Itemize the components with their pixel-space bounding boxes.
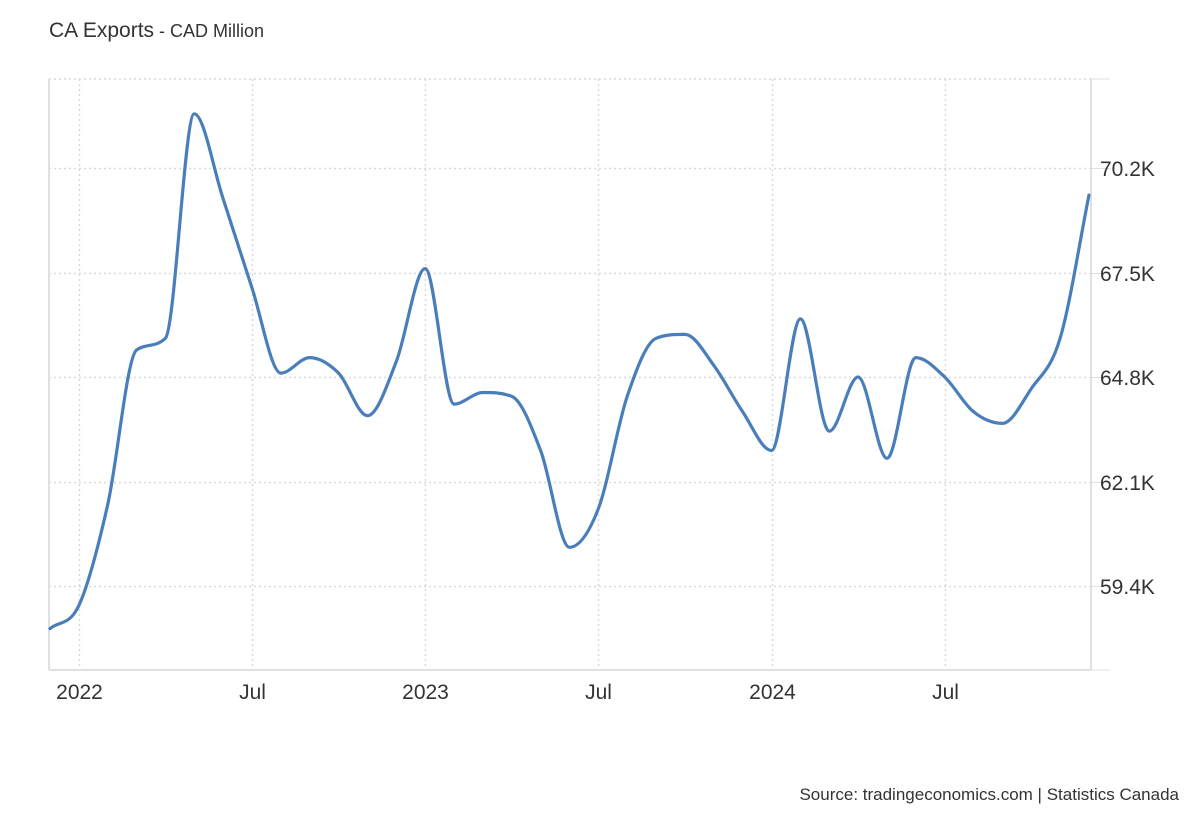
chart-title-separator: -: [154, 21, 171, 41]
chart-axes: [48, 78, 1110, 671]
x-axis-label: Jul: [239, 681, 266, 704]
chart-title-text: CA Exports: [49, 19, 155, 42]
y-axis-labels: 59.4K 62.1K 64.8K 67.5K 70.2K: [1100, 158, 1155, 599]
y-axis-label: 62.1K: [1100, 472, 1155, 495]
x-axis-label: Jul: [932, 681, 959, 704]
x-axis-labels: 2022 Jul 2023 Jul 2024 Jul: [56, 681, 959, 704]
y-axis-label: 70.2K: [1100, 158, 1155, 181]
x-axis-label: 2023: [402, 681, 449, 704]
chart-title: CA Exports - CAD Million: [49, 19, 264, 43]
x-axis-label: Jul: [585, 681, 612, 704]
y-axis-label: 64.8K: [1100, 367, 1155, 390]
y-axis-label: 59.4K: [1100, 576, 1155, 599]
exports-series-line: [48, 112, 1091, 631]
chart-unit: CAD Million: [170, 21, 265, 41]
source-attribution: Source: tradingeconomics.com | Statistic…: [799, 785, 1179, 804]
y-axis-label: 67.5K: [1100, 263, 1155, 286]
x-axis-label: 2024: [749, 681, 796, 704]
grid-lines: [49, 78, 1091, 670]
x-axis-label: 2022: [56, 681, 103, 704]
